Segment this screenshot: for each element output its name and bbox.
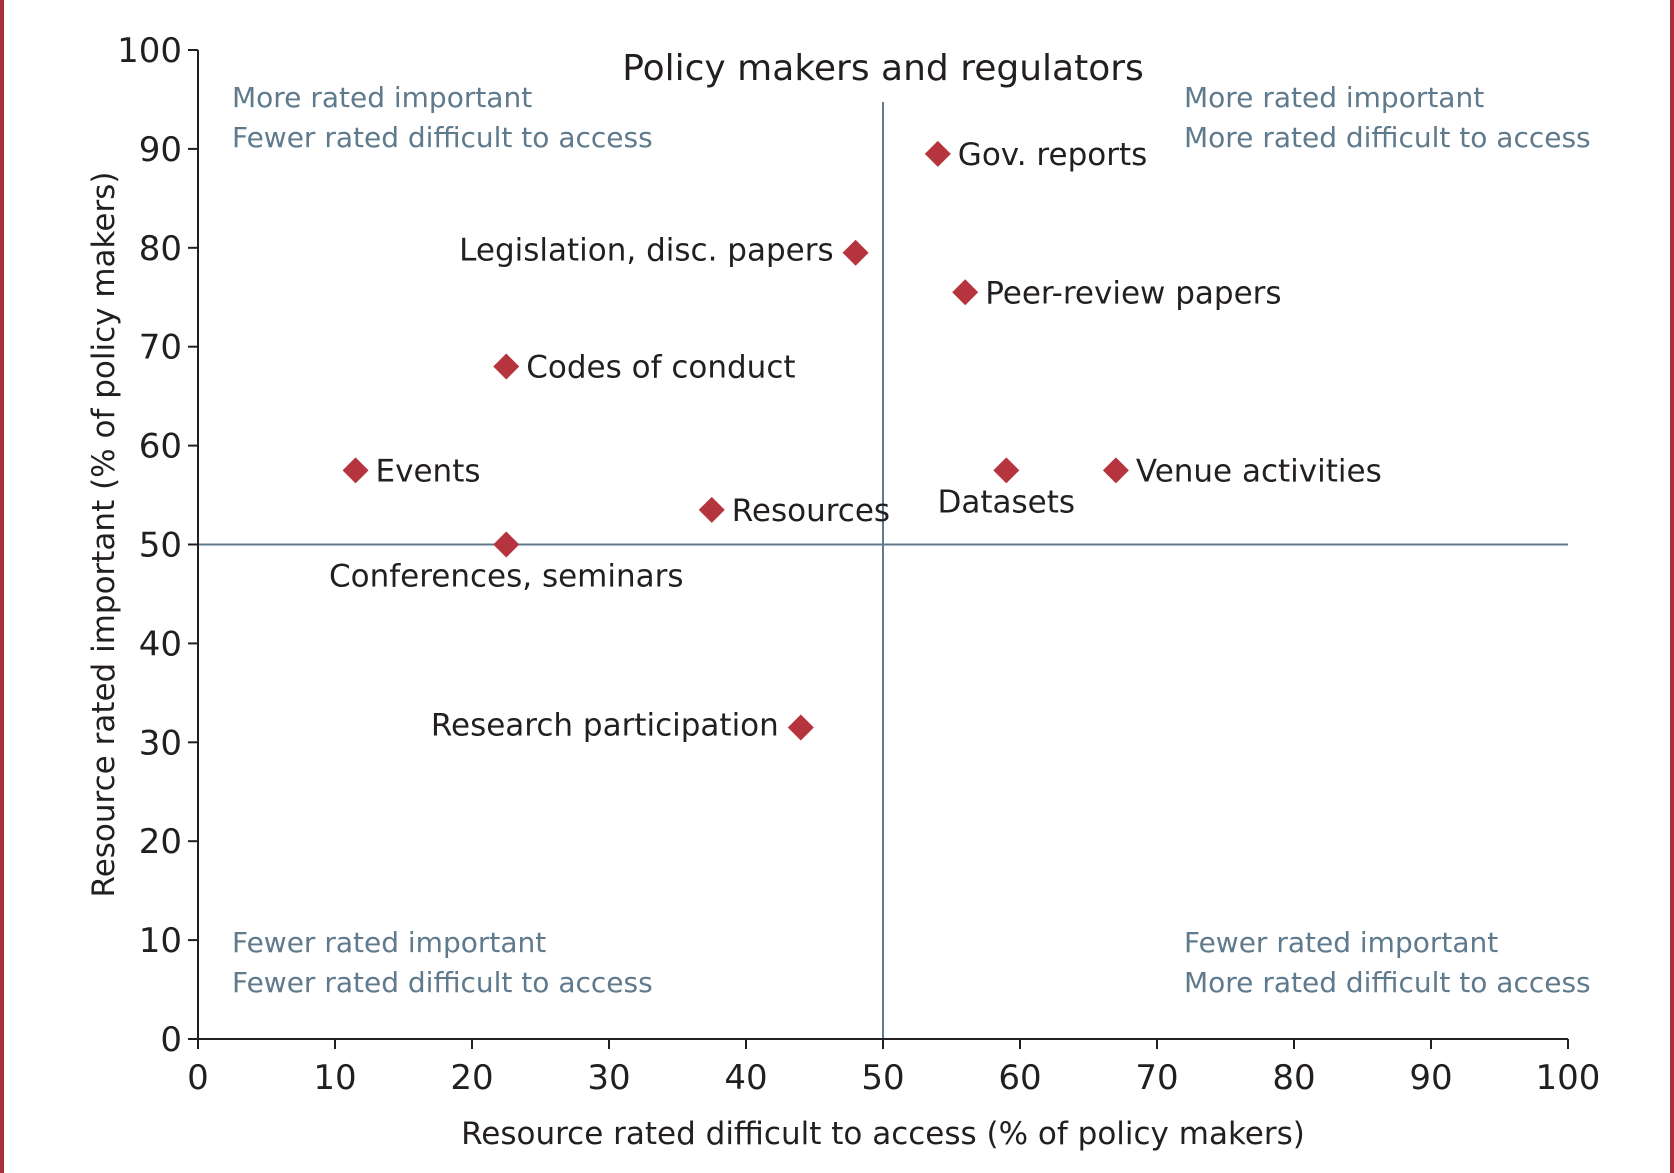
y-tick-label: 80: [139, 229, 182, 269]
data-point-label: Legislation, disc. papers: [459, 233, 833, 269]
quadrant-label-bottom-right: Fewer rated important: [1184, 926, 1498, 959]
data-point-label: Datasets: [938, 484, 1076, 520]
x-tick-label: 90: [1409, 1058, 1452, 1098]
data-point-marker: [952, 279, 979, 306]
y-tick-label: 90: [139, 130, 182, 170]
quadrant-label-bottom-left: Fewer rated difficult to access: [232, 966, 653, 999]
y-tick-label: 0: [160, 1020, 182, 1060]
x-tick-label: 0: [187, 1058, 209, 1098]
data-point-label: Research participation: [431, 707, 779, 743]
x-tick-label: 30: [587, 1058, 630, 1098]
x-tick-label: 100: [1536, 1058, 1601, 1098]
quadrant-label-top-right: More rated important: [1184, 81, 1484, 114]
y-tick-label: 10: [139, 921, 182, 961]
x-axis-label: Resource rated difficult to access (% of…: [461, 1116, 1305, 1152]
x-tick-label: 40: [724, 1058, 767, 1098]
y-tick-label: 20: [139, 822, 182, 862]
data-point-marker: [342, 457, 369, 484]
data-point-marker: [924, 140, 951, 167]
quadrant-label-top-left: More rated important: [232, 81, 532, 114]
x-tick-label: 60: [998, 1058, 1041, 1098]
x-tick-label: 10: [313, 1058, 356, 1098]
data-point-label: Gov. reports: [958, 137, 1147, 173]
data-point-label: Resources: [732, 493, 890, 529]
x-tick-label: 80: [1272, 1058, 1315, 1098]
y-tick-label: 60: [139, 427, 182, 467]
data-point-label: Peer-review papers: [985, 275, 1281, 311]
data-point-label: Conferences, seminars: [329, 559, 684, 595]
y-tick-label: 50: [139, 526, 182, 566]
data-point-marker: [993, 457, 1020, 484]
quadrant-label-top-right: More rated difficult to access: [1184, 121, 1591, 154]
y-tick-label: 100: [117, 31, 182, 71]
quadrant-label-top-left: Fewer rated difficult to access: [232, 121, 653, 154]
data-point-marker: [493, 353, 520, 380]
y-tick-label: 70: [139, 328, 182, 368]
data-point-marker: [493, 531, 520, 558]
data-point-label: Events: [376, 453, 481, 489]
data-point-marker: [842, 239, 869, 266]
data-point-marker: [698, 496, 725, 523]
data-point-marker: [787, 714, 814, 741]
data-point-label: Venue activities: [1136, 453, 1382, 489]
x-tick-label: 20: [450, 1058, 493, 1098]
data-point-marker: [1102, 457, 1129, 484]
y-axis-label: Resource rated important (% of policy ma…: [86, 172, 122, 898]
quadrant-label-bottom-right: More rated difficult to access: [1184, 966, 1591, 999]
data-point-label: Codes of conduct: [526, 349, 795, 385]
x-tick-label: 70: [1135, 1058, 1178, 1098]
chart-title: Policy makers and regulators: [622, 48, 1144, 89]
x-tick-label: 50: [861, 1058, 904, 1098]
y-tick-label: 40: [139, 624, 182, 664]
y-tick-label: 30: [139, 723, 182, 763]
quadrant-label-bottom-left: Fewer rated important: [232, 926, 546, 959]
